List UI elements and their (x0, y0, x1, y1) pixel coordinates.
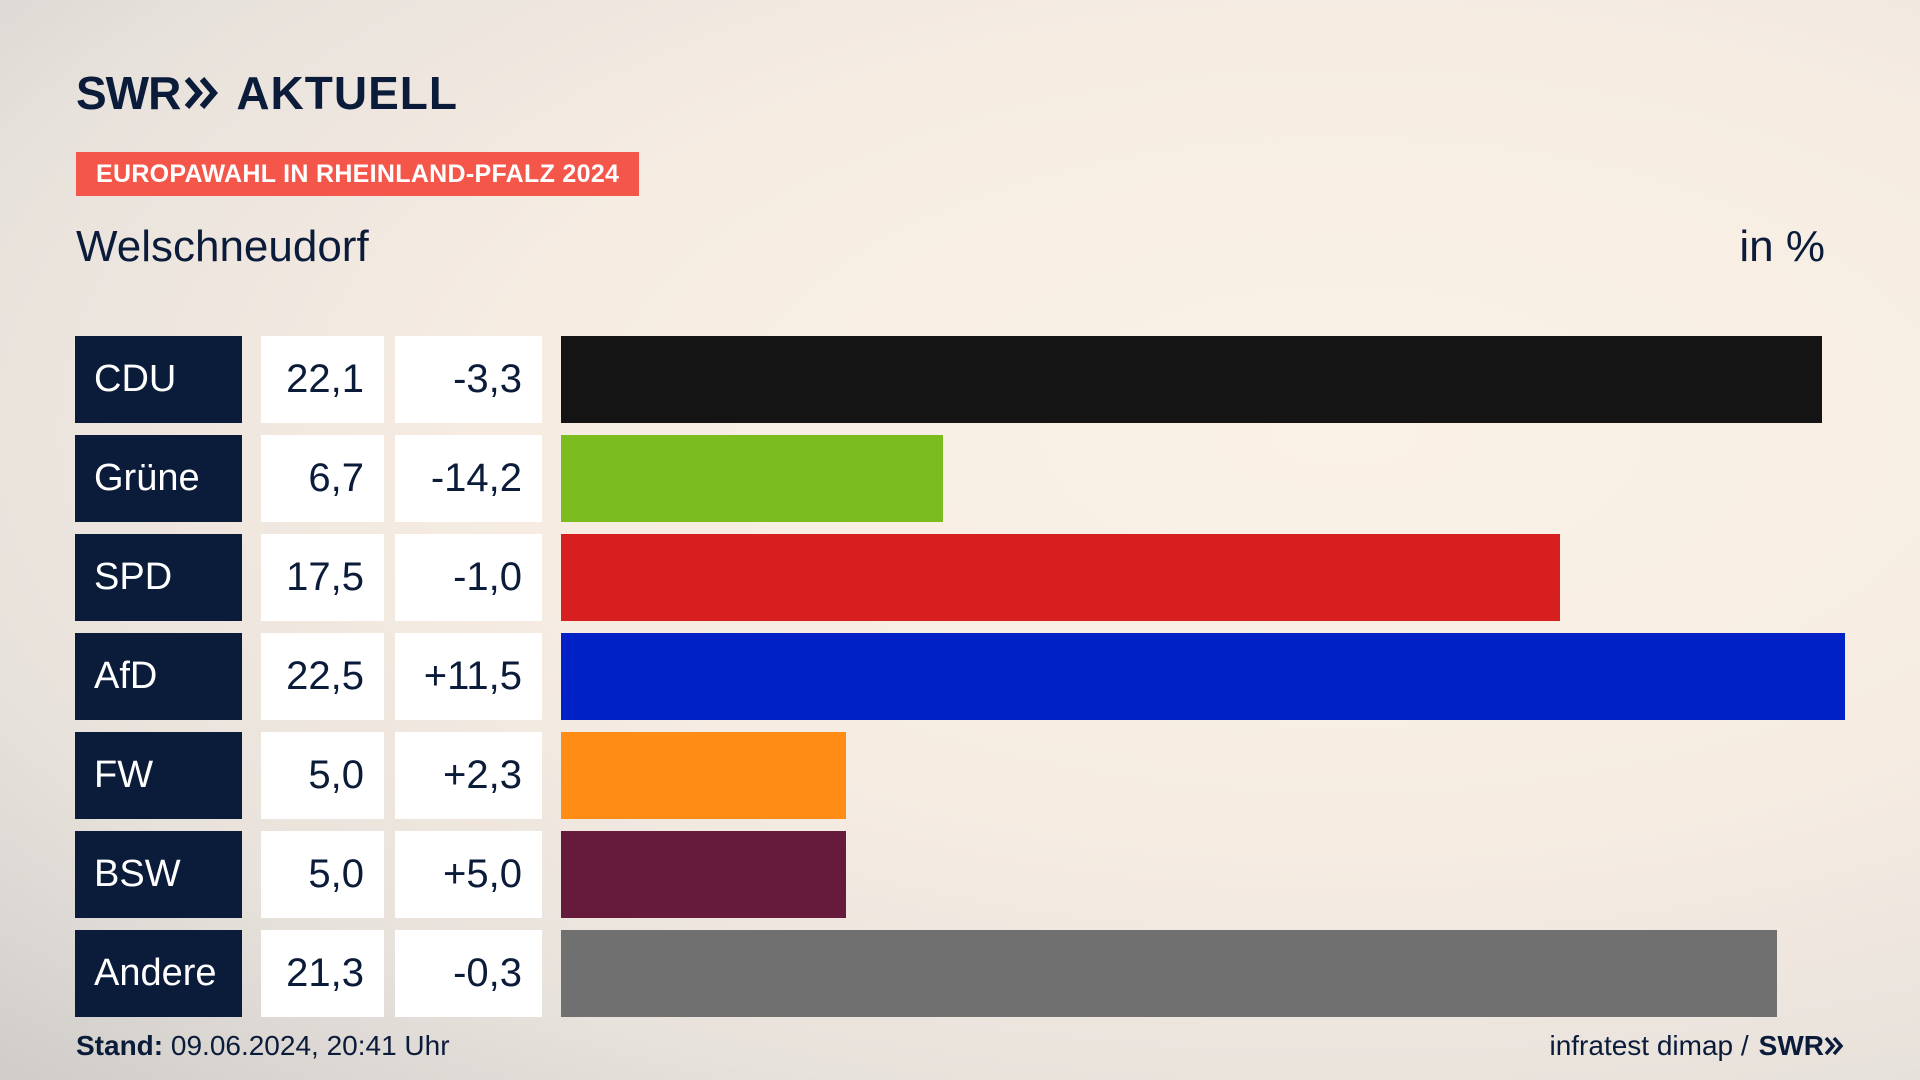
vote-share-label: 5,0 (261, 831, 384, 918)
chart-row: AfD 22,5 +11,5 (75, 633, 1845, 720)
chart-row: SPD 17,5 -1,0 (75, 534, 1845, 621)
party-label: Grüne (75, 435, 242, 522)
party-label: BSW (75, 831, 242, 918)
change-label: +2,3 (395, 732, 542, 819)
vote-share-label: 22,5 (261, 633, 384, 720)
result-bar (561, 930, 1777, 1017)
result-bar (561, 732, 847, 819)
change-label: -1,0 (395, 534, 542, 621)
vote-share-label: 17,5 (261, 534, 384, 621)
chart-row: FW 5,0 +2,3 (75, 732, 1845, 819)
chart-row: BSW 5,0 +5,0 (75, 831, 1845, 918)
timestamp: Stand: 09.06.2024, 20:41 Uhr (76, 1030, 450, 1062)
change-label: -14,2 (395, 435, 542, 522)
vote-share-label: 22,1 (261, 336, 384, 423)
change-label: -0,3 (395, 930, 542, 1017)
chart-subtitle: Welschneudorf (76, 222, 369, 271)
change-label: +5,0 (395, 831, 542, 918)
double-chevron-small-icon (1824, 1036, 1844, 1056)
election-banner: EUROPAWAHL IN RHEINLAND-PFALZ 2024 (76, 152, 640, 196)
result-bar (561, 831, 847, 918)
source-text: infratest dimap / (1549, 1030, 1749, 1061)
logo: SWR AKTUELL (76, 67, 458, 119)
logo-aktuell-text: AKTUELL (236, 67, 458, 119)
results-chart: CDU 22,1 -3,3 Grüne 6,7 -14,2 SPD 17,5 -1,0 AfD 22… (75, 336, 1845, 1029)
chart-row: Andere 21,3 -0,3 (75, 930, 1845, 1017)
source-brand-text: SWR (1758, 1030, 1824, 1061)
change-label: +11,5 (395, 633, 542, 720)
source-brand: SWR (1759, 1030, 1844, 1062)
party-label: Andere (75, 930, 242, 1017)
timestamp-value: 09.06.2024, 20:41 Uhr (163, 1030, 450, 1061)
result-bar (561, 534, 1560, 621)
vote-share-label: 6,7 (261, 435, 384, 522)
source-credit: infratest dimap / SWR (1549, 1030, 1844, 1062)
vote-share-label: 5,0 (261, 732, 384, 819)
chart-row: CDU 22,1 -3,3 (75, 336, 1845, 423)
party-label: AfD (75, 633, 242, 720)
unit-label: in % (1739, 222, 1825, 271)
double-chevron-icon (184, 76, 220, 110)
logo-swr-text: SWR (76, 67, 181, 119)
chart-row: Grüne 6,7 -14,2 (75, 435, 1845, 522)
vote-share-label: 21,3 (261, 930, 384, 1017)
party-label: FW (75, 732, 242, 819)
result-bar (561, 336, 1823, 423)
party-label: SPD (75, 534, 242, 621)
party-label: CDU (75, 336, 242, 423)
result-bar (561, 435, 944, 522)
timestamp-label: Stand: (76, 1030, 164, 1061)
change-label: -3,3 (395, 336, 542, 423)
result-bar (561, 633, 1845, 720)
